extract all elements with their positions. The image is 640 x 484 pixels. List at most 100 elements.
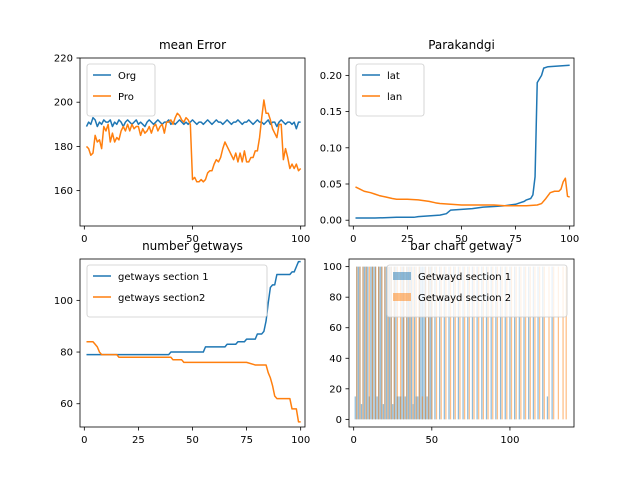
- subplot-3: 0 25 50 75 100 60 80 100 number getways getways s…: [54, 239, 310, 446]
- bar: [390, 266, 392, 420]
- y-tick-label: 100: [54, 296, 73, 307]
- y-tick-label: 160: [54, 186, 73, 197]
- legend-label: Pro: [118, 92, 134, 103]
- y-tick-label: 100: [323, 262, 342, 273]
- bar: [520, 266, 522, 420]
- bar: [362, 266, 364, 420]
- bar: [434, 266, 436, 420]
- bar: [382, 404, 384, 420]
- legend: Getwayd section 1 Getwayd section 2: [386, 264, 568, 318]
- x-tick-label: 0: [81, 234, 87, 245]
- bar: [528, 266, 530, 420]
- bar: [360, 404, 363, 420]
- legend-box: [86, 63, 156, 117]
- bar: [407, 266, 409, 420]
- bar: [485, 266, 488, 420]
- bar: [514, 266, 516, 420]
- bar: [487, 266, 489, 420]
- y-tick-label: 0: [336, 415, 342, 426]
- bar: [481, 266, 483, 420]
- series-line-2: [85, 99, 302, 183]
- bar: [557, 266, 559, 420]
- bar: [459, 266, 461, 420]
- bar: [443, 266, 445, 420]
- x-tick-label: 0: [351, 435, 357, 446]
- bar: [389, 266, 391, 420]
- legend-label: Getwayd section 1: [418, 272, 511, 283]
- bar: [398, 396, 400, 420]
- y-tick-label: 0.10: [320, 143, 342, 154]
- bar: [378, 266, 380, 420]
- bar: [490, 266, 492, 420]
- bar: [426, 396, 428, 420]
- legend: lat lan: [355, 63, 425, 117]
- x-tick-label: 100: [560, 234, 579, 245]
- bar: [509, 266, 511, 420]
- bar: [534, 266, 536, 420]
- bar: [428, 266, 430, 420]
- y-tick-label: 200: [54, 98, 73, 109]
- bar: [501, 266, 503, 420]
- bar: [518, 266, 520, 420]
- y-tick-label: 60: [60, 399, 73, 410]
- bar: [409, 266, 411, 420]
- series-line-2: [355, 177, 570, 207]
- bar: [357, 266, 359, 420]
- legend: Org Pro: [86, 63, 156, 117]
- y-tick-label: 0.20: [320, 71, 342, 82]
- bar: [562, 266, 564, 420]
- chart-title: mean Error: [159, 38, 226, 52]
- bar: [359, 266, 361, 420]
- bar: [439, 266, 441, 420]
- bar: [492, 266, 494, 420]
- subplot-1: 0 50 100 160 180 200 220 mean Error Org Pro: [54, 38, 310, 245]
- series-line-1: [86, 260, 301, 356]
- bar: [424, 266, 427, 420]
- bar: [404, 396, 406, 420]
- bar: [373, 266, 375, 420]
- bar: [384, 266, 386, 420]
- bar: [431, 266, 433, 420]
- bar: [440, 266, 442, 420]
- chart-title: number getways: [142, 239, 243, 253]
- legend-swatch: [393, 272, 411, 280]
- y-tick-label: 60: [329, 323, 342, 334]
- bar: [468, 266, 470, 420]
- axes-frame: [348, 258, 575, 428]
- bar: [368, 266, 370, 420]
- bar: [385, 266, 388, 420]
- x-tick-label: 75: [509, 234, 522, 245]
- x-tick-label: 100: [291, 435, 310, 446]
- bar: [367, 266, 369, 420]
- y-tick-label: 0.15: [320, 107, 342, 118]
- x-tick-label: 50: [186, 234, 199, 245]
- bar: [537, 266, 539, 420]
- bar: [423, 266, 425, 420]
- legend-swatch: [393, 293, 411, 301]
- bar: [457, 266, 459, 420]
- x-tick-label: 100: [500, 435, 519, 446]
- legend-label: getways section2: [118, 293, 205, 304]
- chart-title: Parakandgi: [428, 38, 495, 52]
- legend-label: lat: [387, 71, 400, 82]
- bar: [454, 266, 456, 420]
- bar: [387, 266, 389, 420]
- bar: [435, 266, 438, 420]
- bar: [553, 266, 555, 420]
- bar: [374, 266, 377, 420]
- legend-box: [355, 63, 425, 117]
- chart-title: bar chart getway: [410, 239, 513, 253]
- bar: [482, 266, 484, 420]
- bar: [356, 266, 358, 420]
- series-line-2: [86, 340, 301, 423]
- bar: [354, 396, 356, 420]
- bar: [543, 266, 545, 420]
- series-2-bars: [356, 266, 567, 420]
- x-tick-label: 50: [455, 234, 468, 245]
- bar: [412, 266, 414, 420]
- bar: [403, 266, 405, 420]
- bar: [515, 266, 517, 420]
- x-tick-label: 0: [350, 234, 356, 245]
- bar: [381, 266, 383, 420]
